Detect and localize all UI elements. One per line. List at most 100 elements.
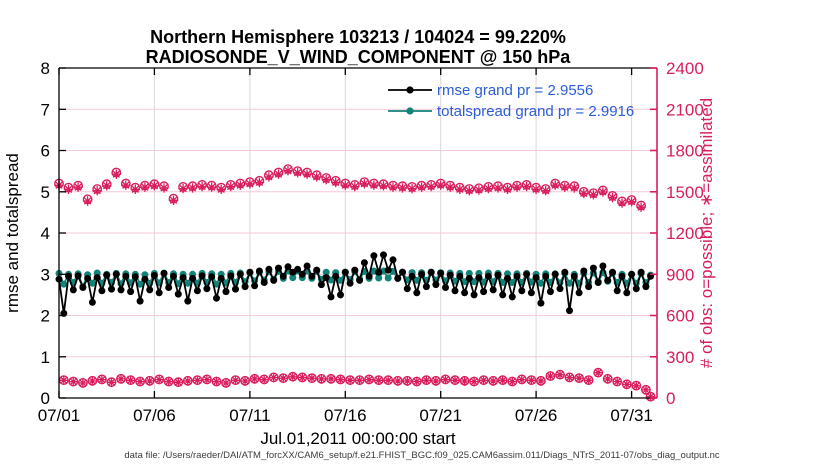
totalspread-marker [465, 269, 473, 277]
left-y-axis-label: rmse and totalspread [3, 153, 22, 313]
left-y-tick-label: 3 [41, 265, 50, 284]
rmse-marker [513, 272, 521, 280]
rmse-marker [241, 283, 249, 291]
rmse-marker [213, 294, 220, 302]
rmse-marker [346, 279, 354, 287]
rmse-marker [532, 274, 540, 282]
right-y-tick-label: 1500 [666, 183, 704, 202]
x-tick-label: 07/26 [515, 406, 558, 425]
rmse-marker [275, 264, 282, 272]
rmse-marker [542, 272, 550, 280]
rmse-marker [155, 289, 163, 297]
rmse-marker [427, 268, 435, 276]
rmse-marker [594, 279, 602, 286]
rmse-marker [570, 272, 578, 280]
series-layer [54, 164, 656, 402]
rmse-marker [384, 266, 392, 274]
totalspread-marker [88, 279, 96, 287]
rmse-marker [79, 284, 87, 291]
rmse-marker [251, 282, 259, 290]
rmse-marker [575, 289, 583, 297]
rmse-marker [470, 291, 478, 299]
legend-totalspread-marker [406, 107, 414, 115]
totalspread-marker [537, 279, 545, 287]
rmse-marker [74, 272, 82, 280]
rmse-marker [84, 274, 92, 282]
rmse-marker [122, 272, 130, 280]
rmse-marker [360, 259, 368, 267]
totalspread-marker [136, 280, 144, 288]
rmse-marker [117, 286, 125, 294]
rmse-marker [93, 274, 101, 282]
legend-rmse-marker [406, 86, 414, 94]
rmse-marker [317, 281, 325, 289]
rmse-marker [432, 281, 440, 289]
rmse-marker [279, 272, 287, 280]
rmse-marker [609, 268, 616, 276]
x-tick-label: 07/11 [229, 406, 270, 425]
rmse-marker [232, 285, 239, 293]
rmse-marker [418, 270, 426, 278]
x-tick-label: 07/31 [610, 406, 653, 425]
right-y-tick-label: 2400 [666, 59, 704, 78]
rmse-marker [303, 262, 311, 270]
rmse-marker [527, 289, 535, 297]
rmse-marker [642, 283, 650, 291]
totalspread-marker [413, 276, 421, 284]
rmse-marker [174, 290, 182, 298]
rmse-marker [399, 268, 406, 276]
rmse-marker [141, 275, 149, 283]
totalspread-marker [508, 279, 516, 286]
right-y-tick-label: 2100 [666, 100, 704, 119]
rmse-marker [465, 274, 473, 282]
rmse-marker [270, 276, 278, 284]
right-y-tick-label: 0 [666, 389, 675, 408]
rmse-marker [566, 307, 573, 315]
rmse-marker [308, 272, 316, 280]
rmse-marker [103, 271, 111, 279]
rmse-marker [556, 285, 564, 293]
right-y-tick-label: 600 [666, 307, 694, 326]
rmse-marker [88, 298, 96, 306]
left-y-tick-label: 6 [41, 142, 50, 161]
rmse-line [58, 251, 652, 314]
tick-label-layer: 07/01 07/06 07/11 07/16 07/21 07/26 07/31 0 1 2 3 4… [38, 59, 704, 425]
rmse-marker [332, 272, 340, 280]
rmse-marker [504, 274, 511, 282]
rmse-marker [437, 269, 445, 277]
x-tick-label: 07/21 [419, 406, 462, 425]
rmse-marker [179, 274, 187, 282]
rmse-marker [456, 272, 464, 280]
rmse-marker [322, 274, 330, 282]
rmse-marker [537, 299, 545, 307]
rmse-marker [208, 273, 216, 281]
rmse-marker [408, 272, 416, 280]
rmse-marker [127, 288, 135, 296]
totalspread-marker [184, 279, 192, 287]
x-tick-label: 07/01 [38, 406, 81, 425]
totalspread-marker [213, 280, 220, 288]
left-y-tick-label: 5 [41, 183, 50, 202]
rmse-marker [337, 291, 344, 299]
rmse-marker [499, 291, 507, 299]
rmse-marker [165, 284, 173, 291]
legend-rmse-label: rmse grand pr = 2.9556 [437, 82, 593, 99]
rmse-marker [461, 289, 469, 297]
rmse-marker [380, 251, 387, 259]
x-tick-label: 07/16 [324, 406, 367, 425]
rmse-marker [284, 263, 292, 271]
rmse-marker [198, 272, 206, 280]
rmse-marker [561, 268, 569, 276]
rmse-marker [294, 265, 302, 273]
rmse-marker [484, 272, 492, 280]
rmse-marker [551, 270, 559, 278]
rmse-marker [203, 285, 211, 293]
rmse-marker [632, 285, 640, 293]
left-y-tick-label: 2 [41, 307, 50, 326]
right-y-tick-label: 1800 [666, 142, 704, 161]
rmse-marker [523, 270, 531, 278]
left-y-tick-label: 1 [41, 348, 50, 367]
datafile-note: data file: /Users/raeder/DAI/ATM_forcXX/… [124, 450, 720, 461]
rmse-marker [623, 289, 631, 297]
totalspread-marker [375, 274, 383, 282]
